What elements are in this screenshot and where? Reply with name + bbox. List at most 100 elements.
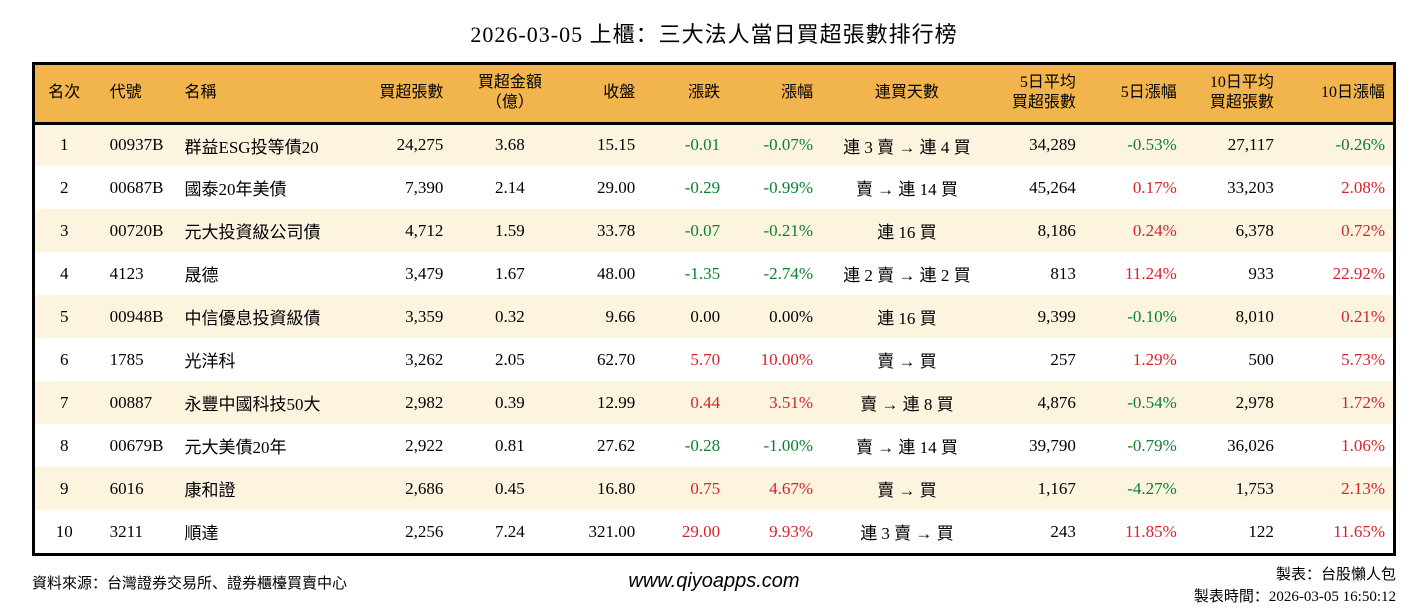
- consecutive-days-cell: 連 2 賣 → 連 2 買: [843, 266, 971, 285]
- col-header-net-buy-volume: 買超張數: [368, 65, 460, 125]
- name-cell: 中信優息投資級債: [184, 309, 321, 328]
- net-buy-volume-cell: 24,275: [396, 135, 444, 155]
- change-cell: 5.70: [690, 349, 721, 369]
- author-note: 製表：台股懶人包: [1275, 567, 1396, 583]
- pct5-cell: 11.24%: [1125, 263, 1177, 283]
- net-buy-amount-cell: 7.24: [495, 521, 525, 541]
- code-cell: 00679B: [109, 435, 164, 455]
- avg10-volume-cell: 6,378: [1235, 220, 1274, 240]
- rank-cell: 3: [60, 220, 69, 240]
- avg5-volume-cell: 9,399: [1037, 306, 1076, 326]
- change-cell: 0.44: [690, 392, 721, 412]
- close-cell: 321.00: [588, 521, 636, 541]
- change-pct-cell: 10.00%: [760, 349, 814, 369]
- consecutive-days-cell: 連 3 賣 → 買: [860, 524, 954, 543]
- avg10-volume-cell: 2,978: [1235, 392, 1274, 412]
- table-row: 8 00679B 元大美債20年 2,922 0.81 27.62 -0.28 …: [35, 424, 1393, 467]
- avg5-volume-cell: 39,790: [1029, 435, 1076, 455]
- net-buy-amount-cell: 0.39: [495, 392, 525, 412]
- consecutive-days-cell: 連 3 賣 → 連 4 買: [843, 137, 971, 157]
- change-cell: -0.28: [684, 435, 721, 455]
- change-cell: -0.29: [684, 177, 721, 197]
- net-buy-amount-cell: 1.67: [495, 263, 525, 283]
- pct10-cell: 5.73%: [1341, 349, 1385, 369]
- avg5-volume-cell: 34,289: [1029, 135, 1076, 155]
- rank-cell: 8: [60, 435, 69, 455]
- change-pct-cell: 3.51%: [769, 392, 814, 412]
- col-header-pct5: 5日漲幅: [1093, 65, 1189, 125]
- net-buy-amount-cell: 0.45: [495, 478, 525, 498]
- net-buy-amount-cell: 3.68: [495, 135, 525, 155]
- pct5-cell: -0.53%: [1127, 135, 1177, 155]
- code-cell: 3211: [109, 521, 143, 541]
- credits: 製表：台股懶人包 製表時間：2026-03-05 16:50:12: [1194, 564, 1396, 608]
- close-cell: 48.00: [597, 263, 636, 283]
- consecutive-days-cell: 連 16 買: [877, 223, 937, 242]
- change-pct-cell: -0.21%: [763, 220, 814, 240]
- pct10-cell: 22.92%: [1332, 263, 1385, 283]
- avg5-volume-cell: 813: [1050, 263, 1076, 283]
- pct5-cell: 0.24%: [1132, 220, 1177, 240]
- net-buy-volume-cell: 3,262: [405, 349, 444, 369]
- consecutive-days-cell: 賣 → 買: [877, 352, 937, 371]
- change-pct-cell: -2.74%: [763, 263, 814, 283]
- pct5-cell: -0.79%: [1127, 435, 1177, 455]
- col-header-net-buy-amount: 買超金額 （億）: [459, 65, 561, 125]
- net-buy-volume-cell: 2,982: [405, 392, 444, 412]
- rank-cell: 4: [60, 263, 69, 283]
- close-cell: 33.78: [597, 220, 636, 240]
- col-header-rank: 名次: [35, 65, 94, 125]
- generated-time: 製表時間：2026-03-05 16:50:12: [1193, 589, 1396, 605]
- table-row: 9 6016 康和證 2,686 0.45 16.80 0.75 4.67% 賣…: [35, 467, 1393, 510]
- change-pct-cell: -0.07%: [763, 135, 814, 155]
- pct5-cell: -0.10%: [1127, 306, 1177, 326]
- rank-cell: 9: [60, 478, 69, 498]
- name-cell: 元大投資級公司債: [184, 223, 321, 242]
- pct5-cell: 1.29%: [1132, 349, 1177, 369]
- table-row: 4 4123 晟德 3,479 1.67 48.00 -1.35 -2.74% …: [35, 252, 1393, 295]
- change-cell: -1.35: [684, 263, 721, 283]
- website-watermark: www.qiyoapps.com: [628, 570, 800, 592]
- avg5-volume-cell: 4,876: [1037, 392, 1076, 412]
- avg10-volume-cell: 500: [1248, 349, 1274, 369]
- code-cell: 00720B: [109, 220, 164, 240]
- table-row: 6 1785 光洋科 3,262 2.05 62.70 5.70 10.00% …: [35, 338, 1393, 381]
- consecutive-days-cell: 賣 → 連 14 買: [855, 438, 958, 457]
- change-pct-cell: 9.93%: [769, 521, 814, 541]
- avg5-volume-cell: 8,186: [1037, 220, 1076, 240]
- pct10-cell: 1.06%: [1341, 435, 1385, 455]
- rank-cell: 1: [60, 135, 69, 155]
- ranking-table-container: 名次 代號 名稱 買超張數 買超金額 （億） 收盤 漲跌 漲幅 連買天數 5日平均…: [32, 62, 1396, 556]
- pct10-cell: 1.72%: [1341, 392, 1385, 412]
- col-header-name: 名稱: [178, 65, 369, 125]
- rank-cell: 7: [60, 392, 69, 412]
- table-row: 2 00687B 國泰20年美債 7,390 2.14 29.00 -0.29 …: [35, 166, 1393, 209]
- name-cell: 元大美債20年: [184, 438, 287, 457]
- change-cell: 29.00: [681, 521, 721, 541]
- name-cell: 國泰20年美債: [184, 180, 287, 199]
- consecutive-days-cell: 賣 → 買: [877, 481, 937, 500]
- avg10-volume-cell: 1,753: [1235, 478, 1274, 498]
- table-header: 名次 代號 名稱 買超張數 買超金額 （億） 收盤 漲跌 漲幅 連買天數 5日平均…: [35, 65, 1393, 125]
- consecutive-days-cell: 賣 → 連 14 買: [855, 180, 958, 199]
- data-source-note: 資料來源：台灣證券交易所、證券櫃檯買賣中心: [32, 576, 348, 592]
- code-cell: 00687B: [109, 177, 164, 197]
- avg10-volume-cell: 33,203: [1227, 177, 1274, 197]
- net-buy-volume-cell: 2,256: [405, 521, 444, 541]
- table-row: 3 00720B 元大投資級公司債 4,712 1.59 33.78 -0.07…: [35, 209, 1393, 252]
- pct5-cell: 11.85%: [1125, 521, 1177, 541]
- close-cell: 15.15: [597, 135, 636, 155]
- net-buy-amount-cell: 2.05: [495, 349, 525, 369]
- col-header-consecutive-days: 連買天數: [823, 65, 991, 125]
- footer: 資料來源：台灣證券交易所、證券櫃檯買賣中心 www.qiyoapps.com 製…: [32, 564, 1396, 612]
- code-cell: 00937B: [109, 135, 164, 155]
- name-cell: 晟德: [184, 266, 219, 285]
- pct5-cell: 0.17%: [1132, 177, 1177, 197]
- avg10-volume-cell: 933: [1248, 263, 1274, 283]
- rank-cell: 5: [60, 306, 69, 326]
- close-cell: 62.70: [597, 349, 636, 369]
- avg5-volume-cell: 45,264: [1029, 177, 1076, 197]
- avg10-volume-cell: 8,010: [1235, 306, 1274, 326]
- avg5-volume-cell: 257: [1050, 349, 1076, 369]
- change-pct-cell: 0.00%: [769, 306, 814, 326]
